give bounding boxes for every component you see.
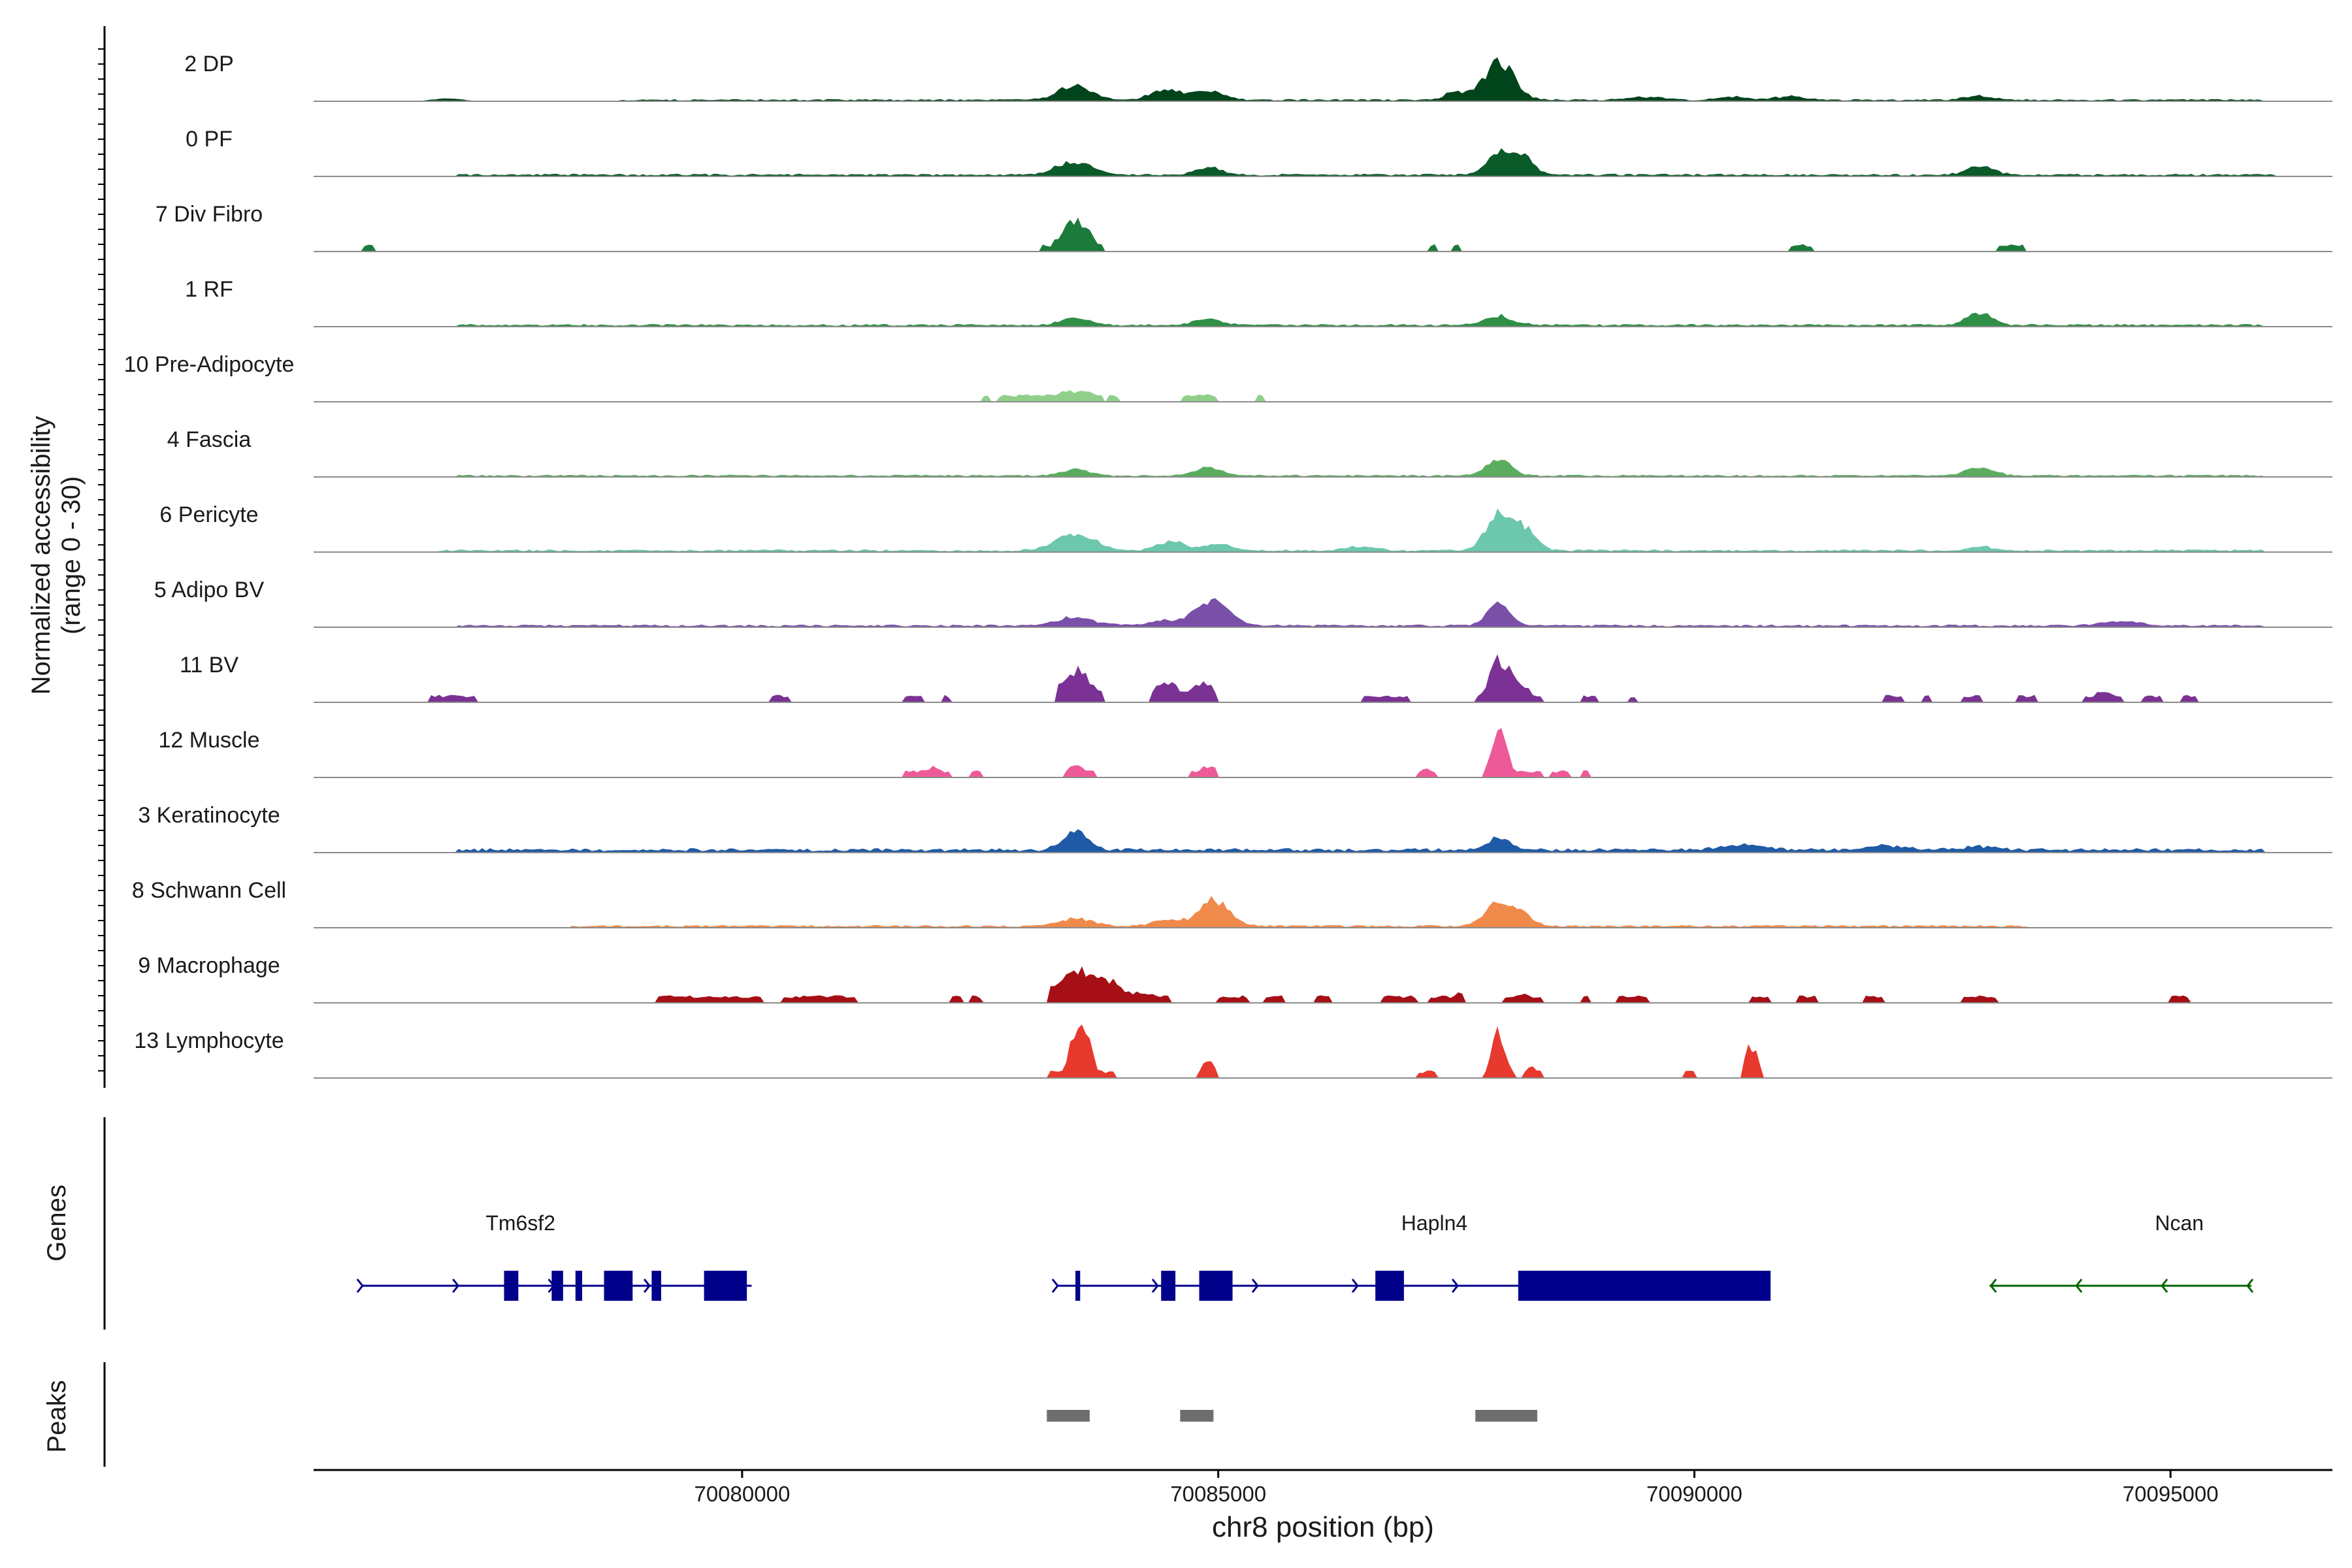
peaks-panel: Peaks xyxy=(42,1362,1537,1467)
track-signal xyxy=(314,508,2332,552)
strand-arrow xyxy=(2246,1279,2254,1293)
peak-region xyxy=(1047,1410,1090,1422)
track-4-fascia: 4 Fascia xyxy=(167,427,2332,478)
peak-region xyxy=(1475,1410,1537,1422)
gene-name: Tm6sf2 xyxy=(485,1211,555,1235)
track-label: 8 Schwann Cell xyxy=(132,878,286,903)
exon xyxy=(651,1271,662,1301)
track-label: 7 Div Fibro xyxy=(155,202,263,227)
track-signal xyxy=(314,459,2332,477)
track-label: 11 BV xyxy=(180,653,238,678)
track-signal xyxy=(314,598,2332,627)
gene-name: Ncan xyxy=(2155,1211,2204,1235)
track-signal xyxy=(314,896,2332,928)
x-tick-label: 70085000 xyxy=(1170,1482,1266,1506)
exon xyxy=(1375,1271,1404,1301)
strand-arrow xyxy=(1151,1279,1159,1293)
track-0-pf: 0 PF xyxy=(186,127,2332,177)
track-signal xyxy=(314,312,2332,327)
strand-arrow xyxy=(1989,1279,1997,1293)
strand-arrow xyxy=(643,1279,651,1293)
strand-arrow xyxy=(2161,1279,2168,1293)
track-2-dp: 2 DP xyxy=(184,52,2332,102)
track-signal xyxy=(314,217,2332,252)
gene-hapln4: Hapln4 xyxy=(1051,1211,1771,1301)
genes-panel: Genes Tm6sf2 Hapln4 Ncan xyxy=(42,1117,2254,1330)
x-axis: chr8 position (bp) 70080000 70085000 70090… xyxy=(314,1469,2332,1543)
exon xyxy=(1075,1271,1081,1301)
track-signal xyxy=(314,728,2332,777)
track-signal xyxy=(314,1024,2332,1078)
track-8-schwann-cell: 8 Schwann Cell xyxy=(132,878,2332,928)
track-11-bv: 11 BV xyxy=(180,653,2332,703)
exon xyxy=(1199,1271,1233,1301)
x-tick-label: 70080000 xyxy=(694,1482,790,1506)
track-1-rf: 1 RF xyxy=(185,277,2332,327)
strand-arrow xyxy=(452,1279,460,1293)
track-12-muscle: 12 Muscle xyxy=(159,728,2332,778)
x-tick-label: 70090000 xyxy=(1646,1482,1742,1506)
y-axis-title-line1: Normalized accessibility xyxy=(27,416,56,695)
exon xyxy=(504,1271,519,1301)
track-7-div-fibro: 7 Div Fibro xyxy=(155,202,2332,252)
strand-arrow xyxy=(1251,1279,1259,1293)
exon xyxy=(551,1271,563,1301)
exon xyxy=(1161,1271,1176,1301)
genes-panel-label: Genes xyxy=(42,1184,71,1262)
exon xyxy=(1518,1271,1771,1301)
y-axis-title: Normalized accessibility (range 0 - 30) xyxy=(27,416,86,695)
track-13-lymphocyte: 13 Lymphocyte xyxy=(134,1024,2332,1079)
y-axis xyxy=(98,26,106,1088)
track-label: 6 Pericyte xyxy=(159,502,258,527)
track-label: 5 Adipo BV xyxy=(154,578,265,602)
track-label: 2 DP xyxy=(184,52,234,76)
track-label: 1 RF xyxy=(185,277,233,302)
track-signal xyxy=(314,57,2332,101)
track-3-keratinocyte: 3 Keratinocyte xyxy=(138,803,2332,853)
track-signal xyxy=(314,966,2332,1003)
track-signal xyxy=(314,148,2332,176)
strand-arrow xyxy=(2075,1279,2083,1293)
track-signal xyxy=(314,829,2332,853)
gene-name: Hapln4 xyxy=(1401,1211,1467,1235)
track-6-pericyte: 6 Pericyte xyxy=(159,502,2332,553)
y-axis-title-line2: (range 0 - 30) xyxy=(57,476,86,634)
x-tick-label: 70095000 xyxy=(2123,1482,2219,1506)
track-label: 10 Pre-Adipocyte xyxy=(124,352,295,377)
exon xyxy=(575,1271,583,1301)
track-label: 4 Fascia xyxy=(167,427,252,452)
coverage-tracks: 2 DP 0 PF 7 Div Fibro 1 RF 10 Pre-Adipocyte 4… xyxy=(98,26,2332,1088)
strand-arrow xyxy=(1451,1279,1459,1293)
strand-arrow xyxy=(356,1279,364,1293)
peaks-panel-label: Peaks xyxy=(42,1380,71,1452)
track-9-macrophage: 9 Macrophage xyxy=(138,953,2332,1004)
strand-arrow xyxy=(1351,1279,1359,1293)
track-label: 13 Lymphocyte xyxy=(134,1028,284,1053)
track-label: 3 Keratinocyte xyxy=(138,803,280,828)
track-label: 9 Macrophage xyxy=(138,953,280,978)
track-signal xyxy=(314,654,2332,702)
track-signal xyxy=(314,390,2332,402)
track-5-adipo-bv: 5 Adipo BV xyxy=(154,578,2332,628)
exon xyxy=(704,1271,747,1301)
strand-arrow xyxy=(1051,1279,1059,1293)
track-10-pre-adipocyte: 10 Pre-Adipocyte xyxy=(124,352,2332,402)
gene-ncan: Ncan xyxy=(1989,1211,2254,1293)
exon xyxy=(604,1271,633,1301)
track-label: 0 PF xyxy=(186,127,233,152)
peak-region xyxy=(1180,1410,1214,1422)
x-axis-title: chr8 position (bp) xyxy=(1212,1511,1434,1543)
gene-tm6sf2: Tm6sf2 xyxy=(356,1211,752,1301)
track-label: 12 Muscle xyxy=(159,728,260,753)
